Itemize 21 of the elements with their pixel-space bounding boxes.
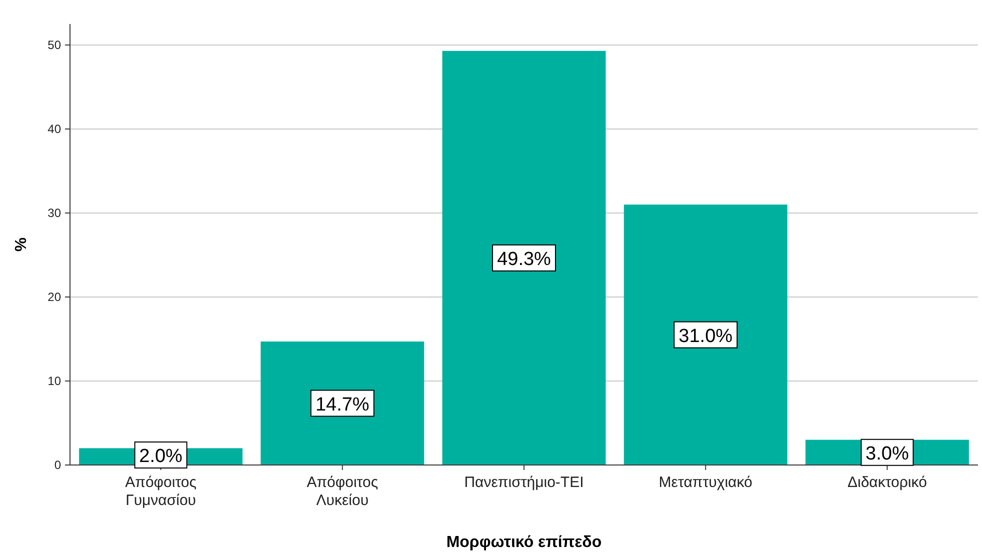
x-tick-label: Απόφοιτος Λυκείου	[306, 474, 378, 509]
bar	[260, 342, 424, 465]
y-tick-label: 30	[48, 206, 62, 220]
x-tick-label: Διδακτορικό	[847, 474, 927, 491]
data-label: 2.0%	[139, 446, 183, 467]
data-label: 3.0%	[866, 443, 909, 464]
data-label: 31.0%	[678, 326, 733, 347]
data-label: 14.7%	[315, 394, 370, 416]
x-tick-label: Μεταπτυχιακό	[658, 474, 752, 491]
y-tick-label: 10	[48, 374, 62, 388]
x-tick-label: Πανεπιστήμιο-ΤΕΙ	[464, 474, 584, 491]
y-axis-title: %	[13, 237, 30, 252]
y-tick-label: 0	[54, 458, 62, 472]
x-tick-label: Απόφοιτος Γυμνασίου	[125, 474, 196, 509]
data-label: 49.3%	[497, 248, 552, 270]
y-tick-label: 20	[48, 290, 62, 304]
y-tick-label: 40	[48, 122, 62, 136]
x-axis-title: Μορφωτικό επίπεδο	[446, 534, 602, 551]
bar	[442, 50, 606, 465]
bar	[624, 204, 788, 465]
y-tick-label: 50	[48, 38, 62, 52]
